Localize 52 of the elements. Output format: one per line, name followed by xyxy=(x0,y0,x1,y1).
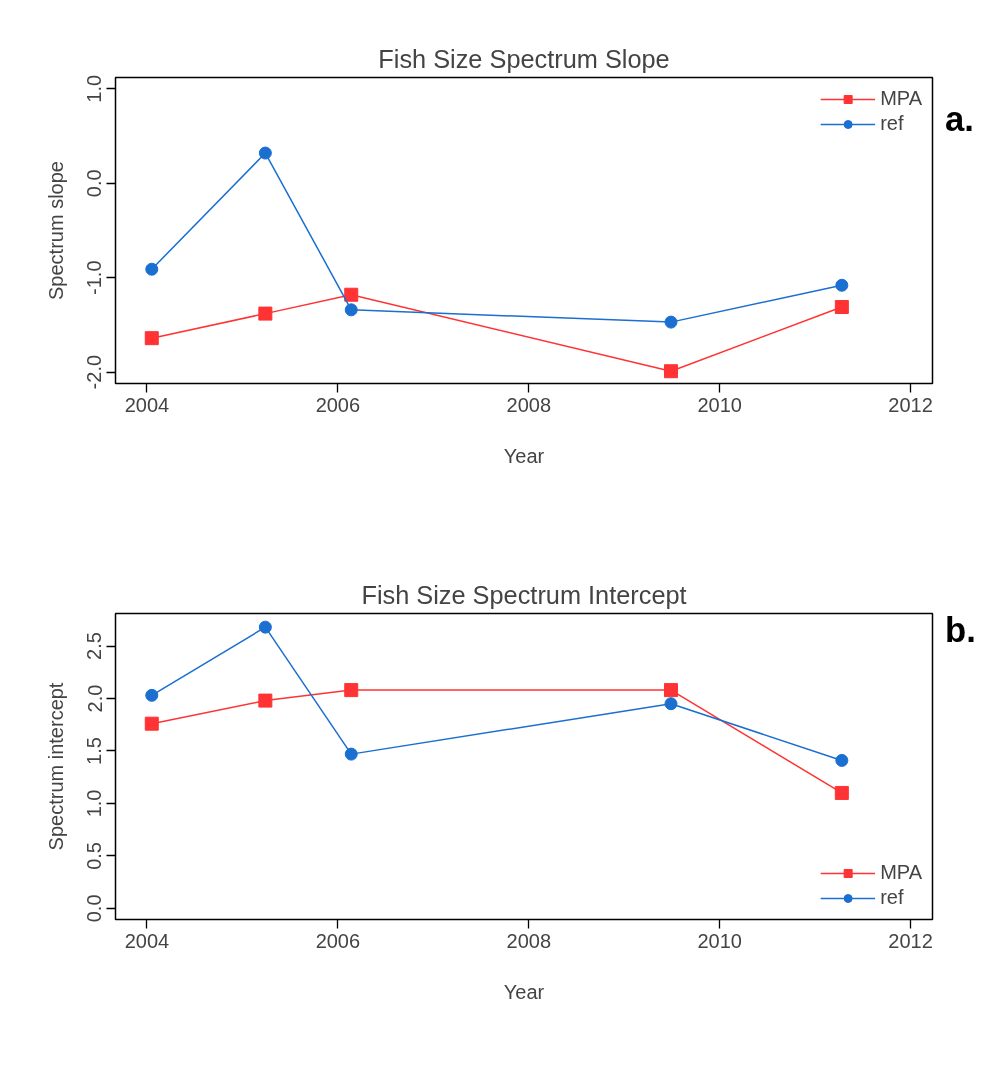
y-axis-title: Spectrum intercept xyxy=(44,682,67,851)
point xyxy=(834,785,849,800)
y-tick-label: 0.0 xyxy=(83,169,106,198)
x-tick-label: 2008 xyxy=(506,929,552,952)
point xyxy=(145,262,159,276)
x-tick-label: 2004 xyxy=(124,929,170,952)
point xyxy=(144,716,159,731)
text: b. xyxy=(945,610,976,651)
point xyxy=(344,683,359,698)
x-tick-label: 2006 xyxy=(315,929,361,952)
y-tick-label: 2.5 xyxy=(83,632,106,660)
y-tick-label: 0.5 xyxy=(83,842,106,870)
point xyxy=(258,146,272,160)
point xyxy=(663,683,678,698)
y-tick-label: 0.0 xyxy=(83,894,106,923)
y-tick-label: 1.0 xyxy=(83,789,106,818)
x-axis-title: Year xyxy=(503,444,545,467)
point xyxy=(344,287,359,302)
point xyxy=(835,753,849,767)
legend-label: MPA xyxy=(880,861,922,884)
y-tick-label: 1.5 xyxy=(83,737,106,765)
y-tick-label: 2.0 xyxy=(83,684,106,713)
point xyxy=(663,364,678,379)
x-tick-label: 2004 xyxy=(124,393,170,416)
x-tick-label: 2008 xyxy=(506,393,552,416)
point xyxy=(835,278,849,292)
point xyxy=(834,300,849,314)
x-tick-label: 2012 xyxy=(888,929,933,952)
x-tick-label: 2010 xyxy=(697,929,742,952)
legend-label: ref xyxy=(880,112,904,135)
point xyxy=(145,688,159,702)
chart-title: Fish Size Spectrum Intercept xyxy=(361,580,687,609)
y-tick-label: 1.0 xyxy=(83,74,106,103)
x-tick-label: 2010 xyxy=(697,393,742,416)
point xyxy=(664,697,678,711)
y-axis-title: Spectrum slope xyxy=(44,161,67,300)
point xyxy=(664,315,678,329)
legend-label: ref xyxy=(880,886,904,909)
x-tick-label: 2012 xyxy=(888,393,933,416)
legend-label: MPA xyxy=(880,87,922,110)
point xyxy=(344,747,358,761)
point xyxy=(258,620,272,634)
chart-title: Fish Size Spectrum Slope xyxy=(378,44,670,73)
point xyxy=(258,693,273,708)
point xyxy=(144,331,159,346)
point xyxy=(258,306,273,321)
y-tick-label: -1.0 xyxy=(83,260,106,295)
x-tick-label: 2006 xyxy=(315,393,361,416)
y-tick-label: -2.0 xyxy=(83,354,106,390)
x-axis-title: Year xyxy=(503,980,545,1003)
point xyxy=(344,303,358,317)
text: a. xyxy=(945,99,974,140)
